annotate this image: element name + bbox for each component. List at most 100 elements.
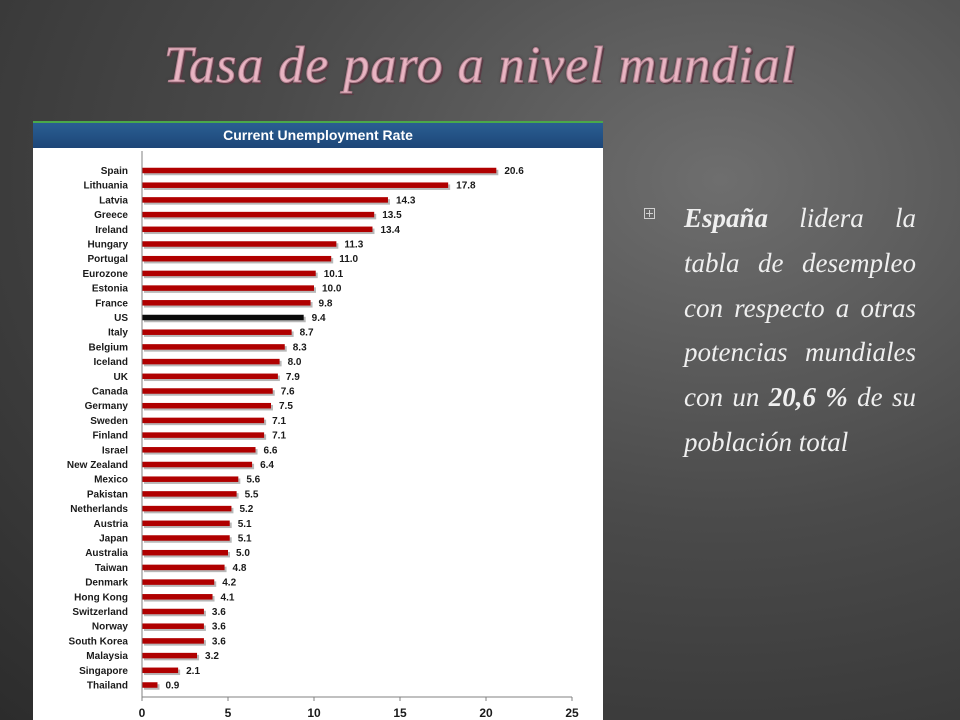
- x-tick-label: 15: [393, 706, 407, 720]
- category-label: Sweden: [90, 416, 128, 427]
- value-label: 6.6: [264, 445, 278, 456]
- value-label: 9.4: [312, 313, 326, 324]
- bar-lithuania: [142, 182, 449, 188]
- category-label: US: [114, 313, 128, 324]
- category-label: Israel: [102, 445, 128, 456]
- bar-south-korea: [142, 638, 204, 644]
- value-label: 5.2: [239, 504, 253, 515]
- bar-us: [142, 314, 304, 321]
- bar-germany: [142, 402, 271, 409]
- value-label: 4.1: [221, 592, 235, 603]
- x-tick-label: 25: [565, 706, 579, 720]
- value-label: 8.7: [300, 328, 314, 339]
- bar-hungary: [142, 241, 337, 247]
- category-label: Spain: [101, 166, 128, 177]
- value-label: 20.6: [504, 166, 524, 177]
- category-label: Germany: [85, 401, 129, 412]
- value-label: 10.1: [324, 269, 344, 280]
- value-label: 17.8: [456, 181, 476, 192]
- bar-pakistan: [142, 491, 237, 497]
- value-label: 4.8: [233, 563, 247, 574]
- category-label: UK: [114, 372, 129, 383]
- slide-title: Tasa de paro a nivel mundial: [163, 37, 797, 95]
- bar-latvia: [142, 197, 388, 203]
- category-label: Japan: [99, 534, 128, 545]
- bar-australia: [142, 549, 228, 556]
- value-label: 3.6: [212, 622, 226, 633]
- bullet-text: España lidera la tabla de desempleo con …: [684, 196, 916, 465]
- bullet-emphasis: 20,6 %: [768, 382, 848, 413]
- category-label: France: [95, 298, 128, 309]
- bar-malaysia: [142, 652, 198, 659]
- category-label: Australia: [85, 548, 128, 559]
- bar-israel: [142, 447, 256, 453]
- bar-spain: [142, 167, 497, 174]
- category-label: Italy: [108, 328, 128, 339]
- category-label: Belgium: [89, 342, 129, 353]
- value-label: 4.2: [222, 578, 236, 589]
- value-label: 5.1: [238, 519, 252, 530]
- value-label: 7.5: [279, 401, 293, 412]
- category-label: Denmark: [85, 578, 128, 589]
- value-label: 10.0: [322, 284, 342, 295]
- bar-mexico: [142, 476, 239, 482]
- chart-title: Current Unemployment Rate: [33, 121, 603, 148]
- value-label: 5.5: [245, 489, 259, 500]
- value-label: 5.1: [238, 534, 252, 545]
- category-label: Malaysia: [86, 651, 128, 662]
- bar-thailand: [142, 682, 158, 688]
- category-label: Ireland: [95, 225, 128, 236]
- category-label: New Zealand: [67, 460, 128, 471]
- category-label: Eurozone: [82, 269, 128, 280]
- x-tick-label: 20: [479, 706, 493, 720]
- value-label: 2.1: [186, 666, 200, 677]
- value-label: 13.4: [380, 225, 400, 236]
- category-label: Switzerland: [72, 607, 128, 618]
- category-label: Estonia: [92, 284, 129, 295]
- category-label: Lithuania: [84, 181, 129, 192]
- bar-singapore: [142, 667, 179, 674]
- value-label: 14.3: [396, 195, 416, 206]
- unemployment-chart: Current Unemployment Rate Spain 20.6 Lithu…: [33, 121, 603, 720]
- category-label: Finland: [92, 431, 128, 442]
- bar-new-zealand: [142, 461, 253, 468]
- category-label: South Korea: [69, 636, 129, 647]
- bar-iceland: [142, 358, 280, 365]
- bar-finland: [142, 432, 265, 438]
- category-label: Iceland: [94, 357, 128, 368]
- category-label: Latvia: [99, 195, 128, 206]
- bar-norway: [142, 623, 204, 629]
- value-label: 13.5: [382, 210, 402, 221]
- category-label: Singapore: [79, 666, 128, 677]
- bar-switzerland: [142, 608, 204, 615]
- value-label: 7.9: [286, 372, 300, 383]
- category-label: Portugal: [87, 254, 128, 265]
- bar-estonia: [142, 285, 314, 291]
- value-label: 11.3: [344, 240, 363, 251]
- bar-belgium: [142, 344, 285, 350]
- value-label: 8.0: [288, 357, 302, 368]
- bullet-emphasis: España: [684, 203, 769, 233]
- chart-plot: Spain 20.6 Lithuania 17.8 Latvia 14.3 Greece 13…: [67, 151, 579, 720]
- bullet-run: de su población total: [684, 382, 917, 457]
- bar-eurozone: [142, 270, 316, 277]
- category-label: Austria: [94, 519, 129, 530]
- value-label: 3.2: [205, 651, 219, 662]
- bullet-run: lidera la tabla de desempleo con respect…: [684, 203, 916, 413]
- bullet-icon: [644, 208, 655, 219]
- category-label: Netherlands: [70, 504, 128, 515]
- bar-ireland: [142, 226, 373, 233]
- bar-france: [142, 300, 311, 306]
- bar-italy: [142, 329, 292, 335]
- value-label: 7.6: [281, 387, 295, 398]
- value-label: 6.4: [260, 460, 274, 471]
- bar-japan: [142, 535, 230, 541]
- value-label: 7.1: [272, 431, 286, 442]
- category-label: Mexico: [94, 475, 128, 486]
- bar-canada: [142, 388, 273, 394]
- bar-greece: [142, 211, 375, 218]
- value-label: 3.6: [212, 607, 226, 618]
- category-label: Hungary: [87, 240, 128, 251]
- value-label: 3.6: [212, 636, 226, 647]
- bar-uk: [142, 373, 278, 380]
